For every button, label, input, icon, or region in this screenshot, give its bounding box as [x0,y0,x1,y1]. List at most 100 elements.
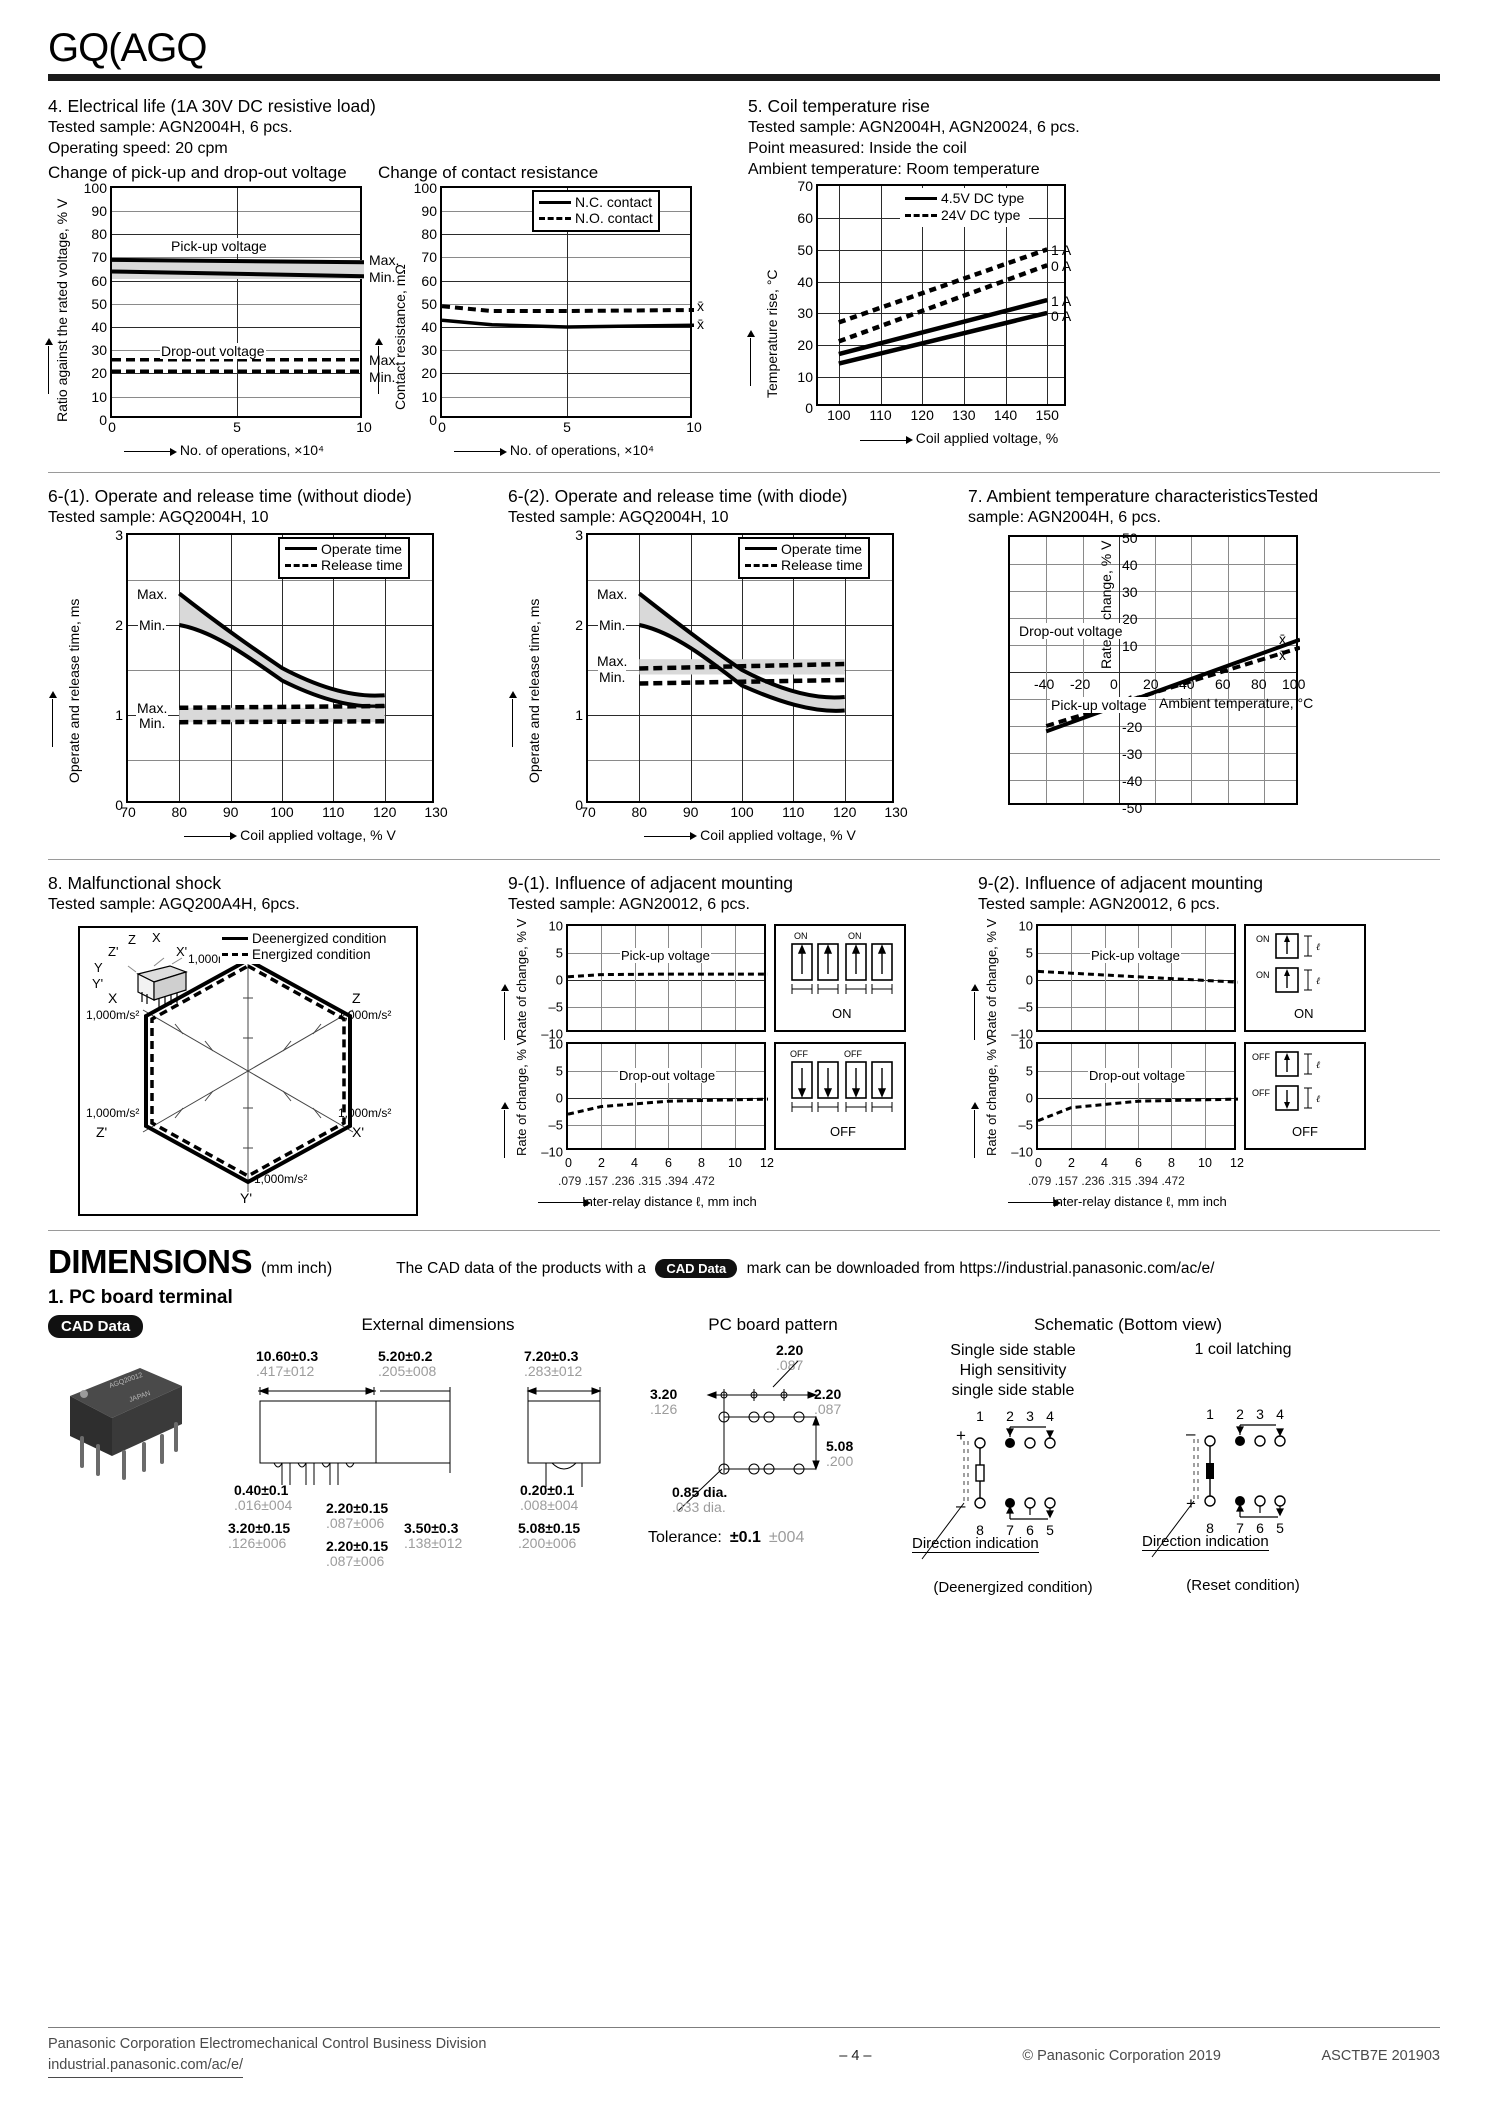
dimensions-section: DIMENSIONS (mm inch) The CAD data of the… [48,1243,1440,1596]
chart-coil-temp-xlabel: Coil applied voltage, % [915,430,1059,447]
chart-9b-xlabel: Inter-relay distance ℓ, mm inch [1052,1193,1227,1209]
ext-d6-in: .126±006 [228,1535,287,1552]
section-5-line-2: Point measured: Inside the coil [748,139,967,157]
section-operate-release-without-diode: 6-(1). Operate and release time (without… [48,485,508,843]
relay-stack-on: ON ON ℓ [1256,932,1320,1021]
right-sign-bottom: + [1186,1494,1196,1513]
svg-text:ℓ: ℓ [1316,1094,1320,1105]
svg-text:OFF: OFF [790,1049,808,1059]
xaxis-arrow [859,436,916,445]
yaxis-arrow [44,337,53,394]
legend-label-deenergized: Deenergized condition [252,930,387,946]
section-5-line-1: Tested sample: AGN2004H, AGN20024, 6 pcs… [748,119,1080,137]
axis-label-x: X [108,989,118,1006]
xaxis-arrow [644,832,700,841]
label-dropout-max: Max. [369,351,400,368]
svg-text:1: 1 [1206,1406,1214,1422]
xaxis-arrow [453,447,510,456]
pat-p1-in: .087 [776,1357,804,1374]
pc-board-pattern-title: PC board pattern [708,1314,838,1334]
mounting-on-sketch: ON ON [774,923,906,1032]
legend-swatch-solid [222,937,248,941]
label-release-min: Min. [598,668,627,685]
label-pickup-voltage: Pick-up voltage [1090,947,1181,963]
divider-3 [48,1229,1440,1231]
pickup-curves [112,257,364,373]
footer-copyright: © Panasonic Corporation 2019 [1022,2047,1221,2064]
chart-contact-resistance: Change of contact resistance Contact res… [374,162,708,458]
cad-photo-column: CAD Data [48,1314,228,1596]
chart-pickup-dropout-xlabel: No. of operations, ×10⁴ [179,441,325,458]
page-title: GQ(AGQ [48,26,207,70]
cad-data-badge: CAD Data [48,1314,144,1338]
chart-9a-dropout-plot: 10 5 0 –5 –10 Drop-out voltage 0 [538,1036,774,1209]
legend-label-operate: Operate time [781,540,862,557]
chart-9b-xticks-inch: .079 .157 .236 .315 .394 .472 [1028,1173,1185,1188]
svg-text:7: 7 [1236,1520,1244,1536]
legend-swatch-dashed [222,953,248,957]
divider-2 [48,858,1440,860]
pc-pattern-drawing [677,1360,820,1511]
external-dimensions-title: External dimensions [361,1314,515,1334]
chart-pickup-dropout-title: Change of pick-up and drop-out voltage [48,162,347,182]
ext-d2-in: .205±008 [378,1363,437,1380]
relay-photo: AGQ20012 JAPAN [48,1348,228,1488]
chart-6a-legend: Operate time Release time [278,536,410,579]
ext-d6-mm: 3.20±0.15 [228,1519,291,1536]
section-5-line-3: Ambient temperature: Room temperature [748,160,1040,178]
section-ambient-temperature: 7. Ambient temperature characteristicsTe… [968,485,1368,843]
ext-d5-mm: 2.20±0.15 [326,1499,389,1516]
ext-d9-mm: 0.20±0.1 [520,1481,575,1498]
svg-text:ON: ON [1256,970,1270,980]
ext-d10-mm: 5.08±0.15 [518,1519,581,1536]
label-pickup-voltage: Pick-up voltage [1050,696,1148,713]
coil-temp-curves [838,247,1048,367]
section-9b-title: 9-(2). Influence of adjacent mounting [978,872,1264,893]
section-8-line-1: Tested sample: AGQ200A4H, 6pcs. [48,895,300,913]
svg-text:OFF: OFF [1252,1088,1270,1098]
schematic-block: Schematic (Bottom view) Single side stab… [898,1315,1358,1596]
chart-9a-pickup-curve [568,972,768,978]
legend-swatch-dashed [745,563,777,567]
chart-6b-curves [638,591,845,713]
xaxis-arrow [1008,1198,1061,1207]
footer-company: Panasonic Corporation Electromechanical … [48,2035,487,2052]
section-row-3: 8. Malfunctional shock Tested sample: AG… [48,872,1440,1216]
label-dropout-voltage: Drop-out voltage [1018,622,1124,639]
ext-d3-in: .283±012 [524,1363,583,1380]
schematic-left-title-2: High sensitivity [959,1361,1067,1379]
axis-label-xp: X' [352,1123,365,1140]
label-xbar-no: x̄ [697,297,704,314]
ext-d5-in: .087±006 [326,1515,385,1532]
chart-6b-xlabel: Coil applied voltage, % V [700,826,856,843]
label-operate-min: Min. [598,616,627,633]
label-pickup-min: Min. [369,268,396,285]
section-adjacent-mounting-1: 9-(1). Influence of adjacent mounting Te… [500,872,978,1216]
chart-9a-dropout-curve [568,1097,768,1116]
left-sign-bottom: – [956,1496,966,1515]
axis-value-yp: 1,000m/s² [254,1171,308,1186]
label-dropout-voltage: Drop-out voltage [160,342,266,359]
chart-6b-ylabel: Operate and release time, ms [526,598,542,783]
schematic-single-side-stable: Single side stable High sensitivity sing… [898,1341,1128,1596]
chart-9b-pickup-plot: 10 5 0 –5 –10 Pick-up voltage [1011,918,1238,1041]
section-9a-title: 9-(1). Influence of adjacent mounting [508,872,794,893]
axis-label-z: Z [352,989,361,1006]
legend-swatch-solid [905,197,937,201]
section-4-line-2: Operating speed: 20 cpm [48,139,228,157]
chart-6a-curves [178,591,385,725]
relay-stack-off: OFF OFF ℓ [1252,1050,1320,1139]
footer-site[interactable]: industrial.panasonic.com/ac/e/ [48,2055,244,2078]
left-sign-top: + [956,1426,966,1445]
pat-p4-mm: 5.08 [826,1437,854,1454]
svg-text:OFF: OFF [830,1124,856,1139]
section-row-1: 4. Electrical life (1A 30V DC resistive … [44,95,1440,458]
svg-text:7: 7 [1006,1522,1014,1538]
relay-axis-yp: Y' [92,975,104,991]
pc-board-pattern-block: PC board pattern 2.20 .087 3.20 .126 2.2… [648,1315,898,1596]
chart-9b-pickup-curve [1038,969,1238,984]
yaxis-arrow [746,330,755,387]
chart-contact-resistance-xlabel: No. of operations, ×10⁴ [509,441,655,458]
footer-docid: ASCTB7E 201903 [1321,2047,1441,2064]
